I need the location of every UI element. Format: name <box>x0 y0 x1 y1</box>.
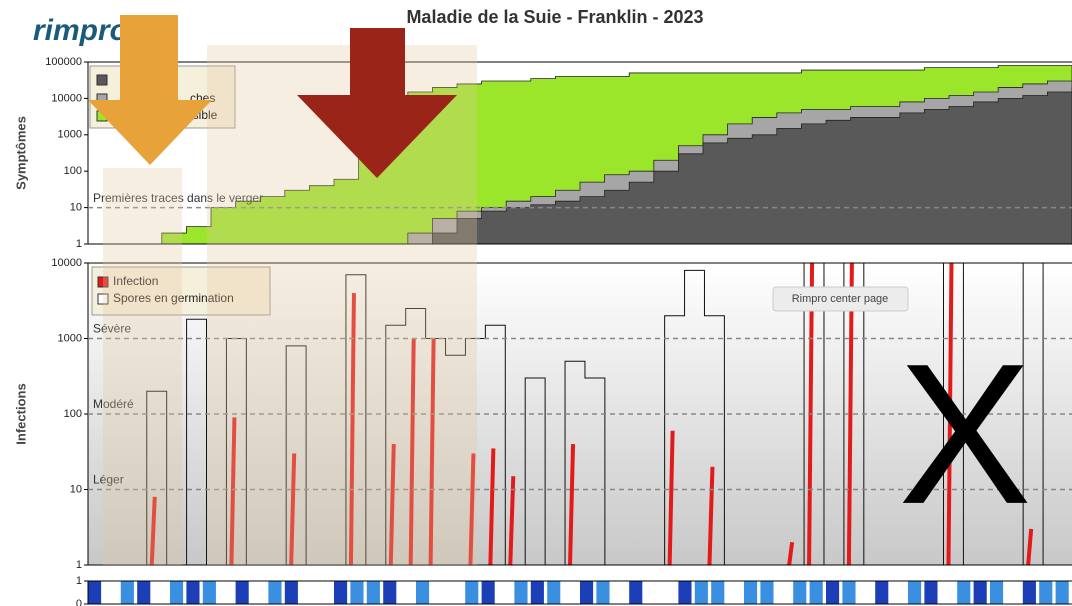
wetness-bar <box>514 581 528 604</box>
charts: 110100100010000100000SymptômesPremières … <box>13 56 1072 606</box>
wetness-bar <box>580 581 594 604</box>
y-tick-label: 10000 <box>51 257 82 269</box>
y-tick-label: 100 <box>64 408 82 420</box>
wetness-bar <box>711 581 725 604</box>
infection-bar <box>667 430 675 566</box>
legend-label: Spores en germination <box>113 291 234 305</box>
infection-bar <box>468 453 476 566</box>
arrow <box>88 15 212 165</box>
wetness-bar <box>760 581 774 604</box>
wetness-bar <box>1055 581 1069 604</box>
wetness-bar <box>793 581 807 604</box>
wetness-bar <box>596 581 610 604</box>
y-tick-label: 10 <box>70 483 82 495</box>
chart-title: Maladie de la Suie - Franklin - 2023 <box>406 7 703 27</box>
infection-bar <box>946 262 954 566</box>
wetness-bar <box>137 581 151 604</box>
tooltip <box>772 286 909 312</box>
wetness-bar <box>744 581 758 604</box>
infection-bar <box>1026 528 1034 566</box>
wetness-bar <box>1022 581 1036 604</box>
wetness-bar <box>1039 581 1053 604</box>
wetness-bar <box>268 581 282 604</box>
wetness-bar <box>826 581 840 604</box>
logo[interactable]: rimpro <box>33 14 128 47</box>
infection-bar <box>289 453 297 566</box>
wetness-bar <box>957 581 971 604</box>
wetness-bar <box>694 581 708 604</box>
annotation: Sévère <box>93 322 131 336</box>
wetness-bar <box>973 581 987 604</box>
wetness-bar <box>235 581 249 604</box>
y-tick-label: 1 <box>76 575 82 587</box>
overlay: Rimpro center page X <box>88 15 1032 565</box>
y-tick-label: 1000 <box>58 129 82 141</box>
legend-swatch <box>97 293 109 305</box>
y-axis-label: Symptômes <box>13 116 28 190</box>
infection-bar <box>488 448 496 566</box>
wetness-bar <box>990 581 1004 604</box>
y-tick-label: 1 <box>76 238 82 250</box>
infection-bar <box>568 443 576 566</box>
y-axis-label: Infections <box>13 383 28 444</box>
wetness-bar <box>465 581 479 604</box>
y-tick-label: 1000 <box>58 332 82 344</box>
y-tick-label: 10000 <box>51 92 82 104</box>
legend-box <box>91 266 271 316</box>
legend-swatch <box>97 276 109 288</box>
wetness-bar <box>629 581 643 604</box>
wetness-bar <box>809 581 823 604</box>
y-tick-label: 10 <box>70 202 82 214</box>
infection-bar <box>428 338 436 566</box>
wetness-bar <box>202 581 216 604</box>
wetness-bar <box>908 581 922 604</box>
wetness-bar <box>383 581 397 604</box>
infection-bar <box>149 496 157 566</box>
wetness-bar <box>678 581 692 604</box>
y-tick-label: 100 <box>64 165 82 177</box>
y-tick-label: 1 <box>76 559 82 571</box>
wetness-bar <box>924 581 938 604</box>
wetness-bar <box>186 581 200 604</box>
y-tick-label: 100000 <box>45 56 82 68</box>
legend-swatch <box>96 74 108 86</box>
infection-bar <box>707 466 715 566</box>
infection-bar <box>388 443 396 566</box>
x-mark: X <box>898 323 1031 546</box>
wetness-bar <box>350 581 364 604</box>
infection-bar <box>229 417 237 566</box>
wetness-bar <box>366 581 380 604</box>
wetness-bar <box>481 581 495 604</box>
legend-label: Infection <box>113 274 158 288</box>
annotation: Premières traces dans le verger <box>93 191 263 205</box>
annotation: Léger <box>93 473 124 487</box>
wetness-bar <box>334 581 348 604</box>
wetness-bar <box>875 581 889 604</box>
annotation: Modéré <box>93 397 134 411</box>
infection-bar <box>408 338 416 566</box>
wetness-bar <box>170 581 184 604</box>
wetness-bar <box>120 581 134 604</box>
wetness-bar <box>547 581 561 604</box>
wetness-bar <box>416 581 430 604</box>
wetness-bar <box>530 581 544 604</box>
tooltip-text: Rimpro center page <box>792 293 889 305</box>
infection-bar <box>846 262 854 566</box>
y-tick-label: 0 <box>76 598 82 606</box>
wetness-bar <box>842 581 856 604</box>
infection-bar <box>508 476 516 566</box>
wetness-bar <box>284 581 298 604</box>
wetness-bar <box>88 581 102 604</box>
infection-bar <box>787 542 795 566</box>
highlight <box>103 168 182 565</box>
arrow <box>297 28 457 178</box>
